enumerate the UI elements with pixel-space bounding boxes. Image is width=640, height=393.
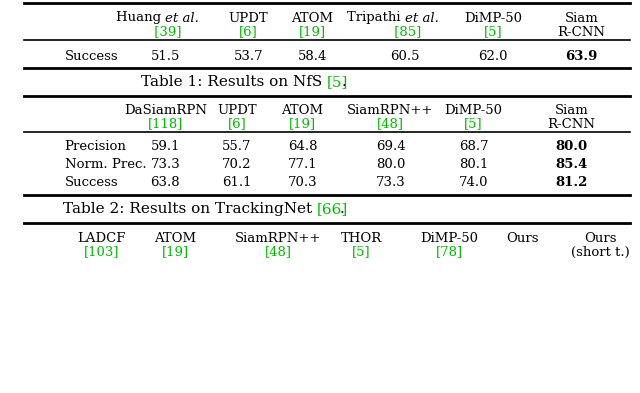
Text: 70.3: 70.3	[287, 176, 317, 189]
Text: SiamRPN++: SiamRPN++	[348, 103, 434, 116]
Text: ATOM: ATOM	[154, 231, 196, 244]
Text: DiMP-50: DiMP-50	[464, 11, 522, 24]
Text: 63.8: 63.8	[150, 176, 180, 189]
Text: 55.7: 55.7	[222, 141, 252, 154]
Text: DiMP-50: DiMP-50	[445, 103, 502, 116]
Text: [48]: [48]	[264, 246, 291, 259]
Text: [39]: [39]	[150, 26, 181, 39]
Text: [19]: [19]	[299, 26, 326, 39]
Text: Table 1: Results on NfS: Table 1: Results on NfS	[141, 75, 327, 89]
Text: Huang: Huang	[116, 11, 165, 24]
Text: [5]: [5]	[465, 118, 483, 130]
Text: 80.0: 80.0	[556, 141, 588, 154]
Text: ATOM: ATOM	[282, 103, 323, 116]
Text: Tripathi: Tripathi	[348, 11, 405, 24]
Text: et al.: et al.	[405, 11, 439, 24]
Text: [85]: [85]	[390, 26, 420, 39]
Text: (short t.): (short t.)	[572, 246, 630, 259]
Text: 59.1: 59.1	[150, 141, 180, 154]
Text: 58.4: 58.4	[298, 50, 327, 62]
Text: 73.3: 73.3	[376, 176, 405, 189]
Text: [103]: [103]	[84, 246, 120, 259]
Text: R-CNN: R-CNN	[547, 118, 595, 130]
Text: [78]: [78]	[436, 246, 463, 259]
Text: 61.1: 61.1	[222, 176, 252, 189]
Text: [6]: [6]	[239, 26, 258, 39]
Text: [66]: [66]	[317, 202, 348, 216]
Text: 77.1: 77.1	[287, 158, 317, 171]
Text: Ours: Ours	[506, 231, 539, 244]
Text: 68.7: 68.7	[459, 141, 488, 154]
Text: UPDT: UPDT	[217, 103, 257, 116]
Text: 64.8: 64.8	[287, 141, 317, 154]
Text: 80.1: 80.1	[459, 158, 488, 171]
Text: 63.9: 63.9	[565, 50, 598, 62]
Text: Table 2: Results on TrackingNet: Table 2: Results on TrackingNet	[63, 202, 317, 216]
Text: 80.0: 80.0	[376, 158, 405, 171]
Text: [19]: [19]	[162, 246, 189, 259]
Text: Success: Success	[65, 176, 118, 189]
Text: UPDT: UPDT	[228, 11, 268, 24]
Text: .: .	[340, 202, 344, 216]
Text: 81.2: 81.2	[556, 176, 588, 189]
Text: 73.3: 73.3	[150, 158, 180, 171]
Text: .: .	[342, 75, 346, 89]
Text: [6]: [6]	[227, 118, 246, 130]
Text: 70.2: 70.2	[222, 158, 252, 171]
Text: [5]: [5]	[352, 246, 371, 259]
Text: [5]: [5]	[484, 26, 502, 39]
Text: [19]: [19]	[289, 118, 316, 130]
Text: [5]: [5]	[327, 75, 348, 89]
Text: DaSiamRPN: DaSiamRPN	[124, 103, 207, 116]
Text: 74.0: 74.0	[459, 176, 488, 189]
Text: ATOM: ATOM	[291, 11, 333, 24]
Text: Siam: Siam	[564, 11, 598, 24]
Text: Norm. Prec.: Norm. Prec.	[65, 158, 147, 171]
Text: Precision: Precision	[65, 141, 127, 154]
Text: et al.: et al.	[165, 11, 199, 24]
Text: 85.4: 85.4	[556, 158, 588, 171]
Text: R-CNN: R-CNN	[557, 26, 605, 39]
Text: Ours: Ours	[584, 231, 617, 244]
Text: 51.5: 51.5	[151, 50, 180, 62]
Text: [118]: [118]	[148, 118, 183, 130]
Text: DiMP-50: DiMP-50	[420, 231, 478, 244]
Text: 62.0: 62.0	[479, 50, 508, 62]
Text: Success: Success	[65, 50, 118, 62]
Text: Siam: Siam	[555, 103, 588, 116]
Text: 69.4: 69.4	[376, 141, 405, 154]
Text: SiamRPN++: SiamRPN++	[235, 231, 321, 244]
Text: THOR: THOR	[340, 231, 381, 244]
Text: LADCF: LADCF	[77, 231, 126, 244]
Text: 53.7: 53.7	[234, 50, 264, 62]
Text: [48]: [48]	[377, 118, 404, 130]
Text: 60.5: 60.5	[390, 50, 420, 62]
